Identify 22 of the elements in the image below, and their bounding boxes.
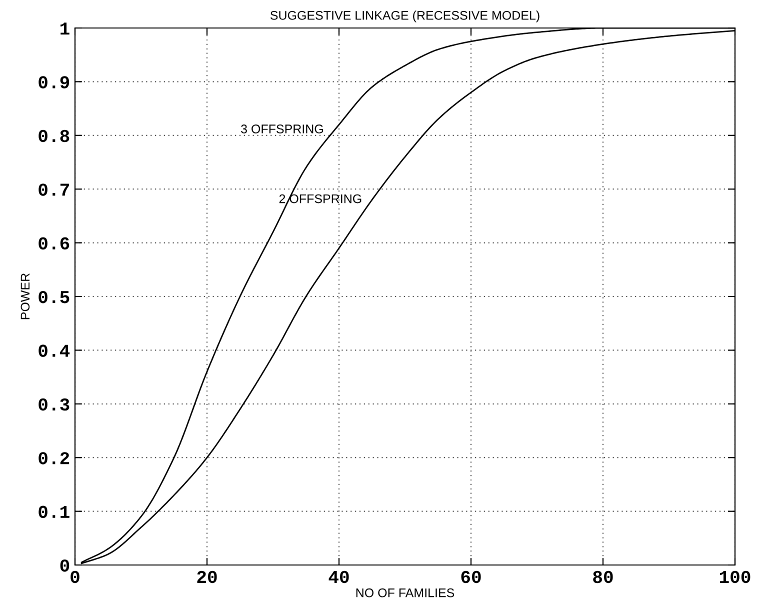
y-tick-label: 0.3: [38, 398, 70, 411]
chart-title: SUGGESTIVE LINKAGE (RECESSIVE MODEL): [270, 10, 540, 22]
y-tick-label: 0: [60, 559, 70, 572]
x-tick-label: 60: [461, 570, 481, 584]
y-tick-label: 0.7: [38, 184, 69, 196]
y-tick-label: 0.4: [38, 344, 70, 357]
x-axis-title: NO OF FAMILIES: [356, 588, 454, 598]
y-tick-label: 0.5: [38, 290, 70, 304]
x-tick-label: 0: [70, 570, 80, 584]
x-tick-label: 80: [593, 570, 613, 584]
x-tick-label: 100: [720, 570, 750, 584]
y-tick-label: 0.2: [38, 452, 70, 464]
y-axis-title: POWER: [20, 273, 30, 320]
y-tick-label: 0.1: [38, 506, 70, 518]
series-label: 2 OFFSPRING: [279, 194, 362, 204]
y-tick-label: 0.8: [38, 130, 70, 142]
series-label: 3 OFFSPRING: [241, 124, 323, 134]
x-tick-label: 40: [328, 570, 349, 584]
y-tick-label: 0.9: [38, 76, 70, 88]
x-tick-label: 20: [197, 570, 217, 584]
y-tick-label: 0.6: [38, 237, 70, 250]
y-tick-label: 1: [60, 22, 70, 35]
